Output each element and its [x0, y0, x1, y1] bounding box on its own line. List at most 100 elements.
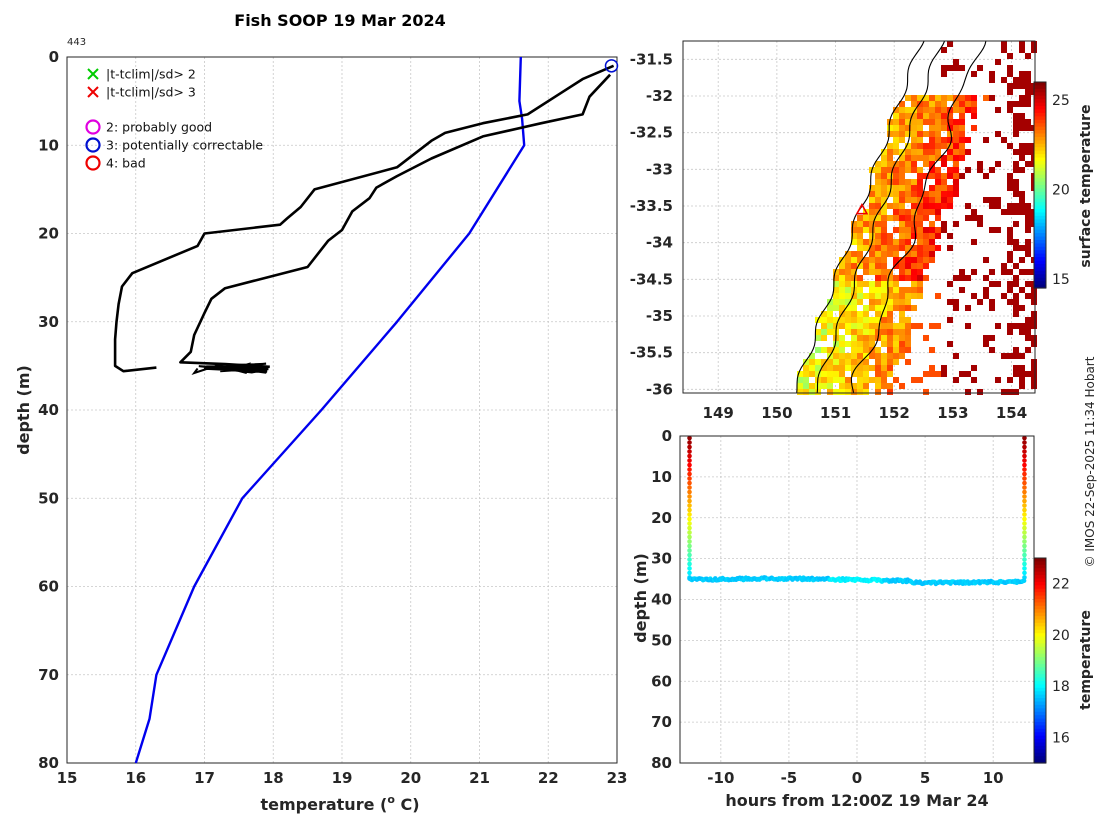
map-y-tick: -35 — [646, 307, 673, 325]
sst-cell — [845, 293, 851, 299]
time-colorbar-swatch — [1034, 646, 1046, 651]
map-colorbar-swatch — [1034, 95, 1046, 100]
sst-cell — [1013, 353, 1019, 359]
sst-cell — [1019, 257, 1025, 263]
map-colorbar-swatch — [1034, 160, 1046, 165]
sst-cell — [941, 47, 947, 53]
sst-cell — [905, 209, 911, 215]
time-colorbar-swatch — [1034, 633, 1046, 638]
sst-cell — [923, 155, 929, 161]
sst-cell — [821, 365, 827, 371]
sst-cell — [875, 389, 881, 395]
sst-cell — [935, 143, 941, 149]
time-colorbar-swatch — [1034, 571, 1046, 576]
sst-cell — [905, 323, 911, 329]
time-depth-panel: -10 -5 0 5 10 0 10 20 30 40 50 60 70 80 22 20 18 16 — [651, 427, 1070, 787]
time-colorbar-swatch — [1034, 643, 1046, 648]
sst-cell — [911, 95, 917, 101]
sst-cell — [917, 275, 923, 281]
map-colorbar-swatch — [1034, 178, 1046, 183]
time-depth-point — [687, 471, 692, 477]
sst-cell — [857, 293, 863, 299]
sst-cell — [1013, 245, 1019, 251]
time-colorbar-swatch — [1034, 691, 1046, 696]
sst-cell — [899, 209, 905, 215]
time-depth-point — [1022, 444, 1027, 450]
sst-cell — [893, 125, 899, 131]
sst-cell — [1025, 53, 1031, 59]
sst-cell — [899, 113, 905, 119]
map-colorbar-swatch — [1034, 188, 1046, 193]
sst-cell — [941, 191, 947, 197]
sst-cell — [899, 215, 905, 221]
map-y-tick: -32 — [646, 87, 673, 105]
sst-cell — [905, 233, 911, 239]
sst-cell — [845, 383, 851, 389]
sst-cell — [839, 305, 845, 311]
sst-cell — [863, 323, 869, 329]
sst-cell — [875, 323, 881, 329]
time-colorbar-swatch — [1034, 616, 1046, 621]
sst-cell — [905, 293, 911, 299]
sst-cell — [881, 227, 887, 233]
map-colorbar-swatch — [1034, 226, 1046, 231]
sst-cell — [995, 227, 1001, 233]
sst-cell — [935, 119, 941, 125]
sst-cell — [863, 353, 869, 359]
profile-x-tick: 19 — [332, 769, 353, 787]
sst-cell — [875, 185, 881, 191]
sst-cell — [917, 155, 923, 161]
sst-cell — [971, 71, 977, 77]
sst-cell — [1007, 179, 1013, 185]
sst-cell — [959, 269, 965, 275]
sst-cell — [917, 131, 923, 137]
sst-cell — [893, 209, 899, 215]
sst-cell — [995, 281, 1001, 287]
time-depth-point — [1022, 557, 1027, 562]
legend-label: 3: potentially correctable — [106, 138, 263, 153]
sst-cell — [875, 191, 881, 197]
sst-cell — [869, 197, 875, 203]
sst-cell — [953, 377, 959, 383]
time-depth-point — [687, 444, 692, 450]
sst-cell — [995, 131, 1001, 137]
sst-cell — [1031, 293, 1037, 299]
sst-cell — [905, 275, 911, 281]
sst-cell — [881, 203, 887, 209]
sst-cell — [875, 293, 881, 299]
sst-cell — [863, 227, 869, 233]
sst-cell — [929, 107, 935, 113]
sst-cell — [869, 329, 875, 335]
sst-cell — [1019, 203, 1025, 209]
sst-cell — [1001, 41, 1007, 47]
sst-cell — [845, 377, 851, 383]
sst-cell — [887, 341, 893, 347]
sst-cell — [815, 389, 821, 395]
sst-cell — [947, 119, 953, 125]
time-depth-point — [687, 557, 692, 562]
sst-cell — [965, 371, 971, 377]
sst-cell — [923, 173, 929, 179]
sst-cell — [977, 299, 983, 305]
sst-cell — [923, 215, 929, 221]
sst-cell — [917, 245, 923, 251]
sst-cell — [845, 305, 851, 311]
sst-cell — [911, 227, 917, 233]
sst-cell — [875, 317, 881, 323]
sst-cell — [875, 233, 881, 239]
sst-cell — [1025, 281, 1031, 287]
sst-cell — [893, 359, 899, 365]
time-depth-point — [1022, 566, 1027, 571]
sst-cell — [989, 335, 995, 341]
sst-cell — [893, 143, 899, 149]
sst-cell — [815, 371, 821, 377]
sst-cell — [803, 389, 809, 395]
map-y-tick: -36 — [646, 380, 673, 398]
sst-cell — [1007, 329, 1013, 335]
profile-legend: |t-tclim|/sd> 2 |t-tclim|/sd> 3 2: probabl… — [85, 67, 263, 171]
sst-cell — [845, 275, 851, 281]
sst-cell — [941, 173, 947, 179]
time-depth-point — [687, 570, 692, 576]
sst-cell — [887, 143, 893, 149]
time-depth-point — [687, 561, 692, 567]
